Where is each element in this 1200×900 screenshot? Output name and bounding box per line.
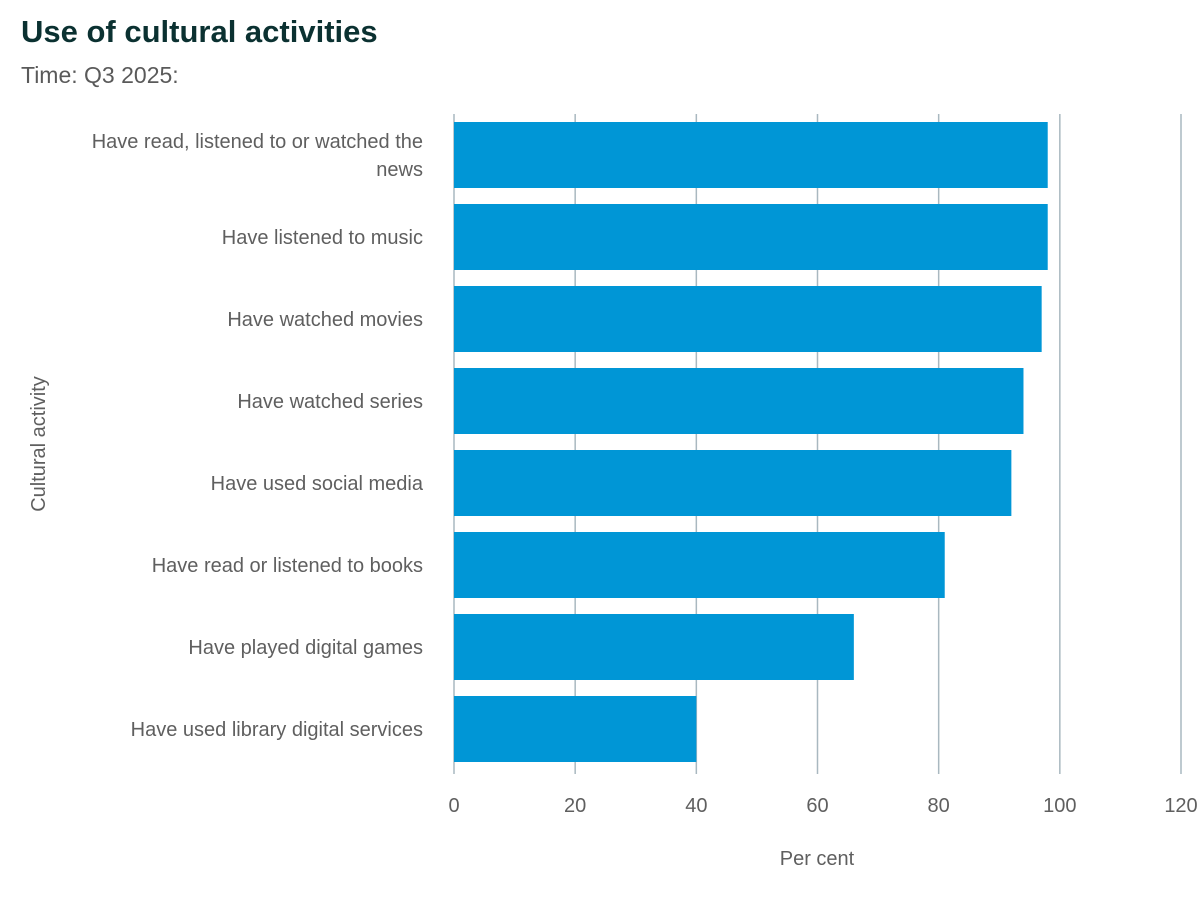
bar[interactable] <box>454 204 1048 270</box>
bar[interactable] <box>454 286 1042 352</box>
category-label: Have played digital games <box>188 637 423 659</box>
category-label-line: Have watched series <box>237 391 423 413</box>
category-label: Have used library digital services <box>131 719 423 741</box>
category-label-line: Have watched movies <box>227 309 423 331</box>
bar[interactable] <box>454 122 1048 188</box>
x-tick-label: 60 <box>806 795 828 817</box>
y-axis-title: Cultural activity <box>28 376 50 512</box>
x-tick-label: 100 <box>1043 795 1076 817</box>
x-axis-title: Per cent <box>780 848 855 870</box>
chart-title: Use of cultural activities <box>21 14 378 49</box>
bars <box>454 122 1048 762</box>
chart-subtitle: Time: Q3 2025: <box>21 62 179 88</box>
category-label-line: Have used social media <box>211 473 424 495</box>
bar[interactable] <box>454 614 854 680</box>
x-tick-label: 40 <box>685 795 707 817</box>
x-tick-label: 20 <box>564 795 586 817</box>
category-label: Have used social media <box>211 473 424 495</box>
x-tick-labels: 0 20 40 60 80 100 120 <box>448 795 1197 817</box>
bar[interactable] <box>454 450 1012 516</box>
category-label-line: Have listened to music <box>222 227 423 249</box>
x-tick-label: 80 <box>928 795 950 817</box>
category-label-line: news <box>376 159 423 181</box>
category-label-line: Have played digital games <box>188 637 423 659</box>
category-label: Have read, listened to or watched the new… <box>92 131 423 181</box>
bar[interactable] <box>454 696 697 762</box>
category-label: Have listened to music <box>222 227 423 249</box>
category-label-line: Have read, listened to or watched the <box>92 131 423 153</box>
x-tick-label: 0 <box>448 795 459 817</box>
category-label: Have watched movies <box>227 309 423 331</box>
x-tick-label: 120 <box>1164 795 1197 817</box>
category-label: Have read or listened to books <box>152 555 423 577</box>
bar[interactable] <box>454 532 945 598</box>
category-label-line: Have used library digital services <box>131 719 423 741</box>
category-label-line: Have read or listened to books <box>152 555 423 577</box>
bar[interactable] <box>454 368 1024 434</box>
category-labels: Have read, listened to or watched the new… <box>92 131 424 741</box>
category-label: Have watched series <box>237 391 423 413</box>
